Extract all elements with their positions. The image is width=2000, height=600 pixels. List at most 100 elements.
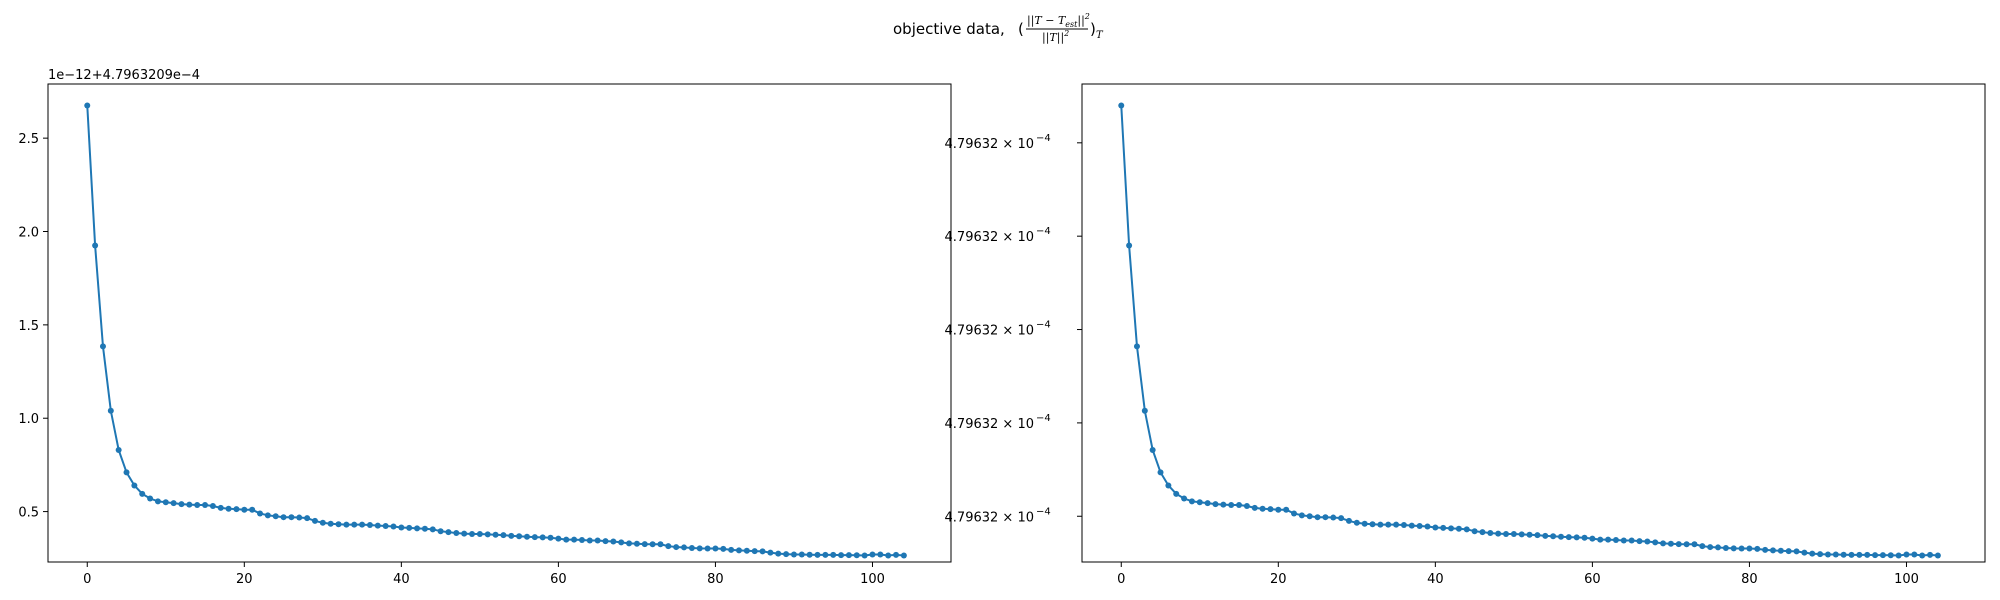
- data-point: [1212, 501, 1219, 508]
- data-point: [649, 541, 656, 548]
- data-point: [626, 540, 633, 547]
- data-point: [1518, 531, 1525, 538]
- data-point: [1259, 505, 1266, 512]
- data-point: [421, 525, 428, 532]
- data-point: [712, 545, 719, 552]
- data-point: [1267, 506, 1274, 513]
- data-point: [1801, 549, 1808, 556]
- data-point: [311, 517, 318, 524]
- data-point: [814, 551, 821, 558]
- data-point: [351, 521, 358, 528]
- data-point: [1809, 550, 1816, 557]
- data-point: [633, 540, 640, 547]
- y-tick-label: 4.79632 × 10: [945, 324, 1034, 339]
- data-point: [1479, 529, 1486, 536]
- data-point: [484, 531, 491, 538]
- data-point: [1251, 504, 1258, 511]
- series-line: [86, 105, 904, 557]
- data-point: [319, 519, 326, 526]
- data-point: [1338, 515, 1345, 522]
- data-point: [1746, 545, 1753, 552]
- data-point: [767, 549, 774, 556]
- y-tick-label: 2.0: [18, 226, 39, 241]
- data-point: [602, 538, 609, 545]
- data-point: [1840, 551, 1847, 558]
- y-tick-label: 1.5: [18, 319, 39, 334]
- data-point: [1864, 551, 1871, 558]
- data-point: [1730, 545, 1737, 552]
- y-tick-label: 4.79632 × 10: [945, 510, 1034, 525]
- title-denominator: ||T||2: [1042, 29, 1069, 45]
- x-tick-label: 20: [1270, 572, 1287, 587]
- y-tick-label-exponent: −4: [1036, 320, 1051, 331]
- data-point: [1691, 541, 1698, 548]
- y-tick-label: 0.5: [18, 506, 39, 521]
- data-point: [861, 552, 868, 559]
- data-point: [92, 242, 99, 249]
- data-point: [1573, 534, 1580, 541]
- data-point: [1298, 512, 1305, 519]
- data-point: [1369, 521, 1376, 528]
- data-point: [1762, 546, 1769, 553]
- data-point: [1675, 541, 1682, 548]
- data-point: [586, 537, 593, 544]
- data-point: [1903, 551, 1910, 558]
- data-point: [1455, 525, 1462, 532]
- data-point: [217, 504, 224, 511]
- data-point: [783, 551, 790, 558]
- data-point: [1895, 552, 1902, 559]
- data-point: [657, 541, 664, 548]
- data-point: [1628, 537, 1635, 544]
- data-point: [853, 552, 860, 559]
- data-point: [1126, 242, 1133, 249]
- data-point: [1314, 514, 1321, 521]
- data-point: [445, 529, 452, 536]
- data-point: [751, 548, 758, 555]
- data-point: [618, 539, 625, 546]
- data-point: [641, 541, 648, 548]
- data-point: [1440, 524, 1447, 531]
- data-point: [1275, 506, 1282, 513]
- left-chart: 0 20 40 60 80 100 0.5 1.0 1.5 2.0 2.5 1e−12+4.79632…: [18, 68, 952, 587]
- data-point: [1817, 551, 1824, 558]
- data-point: [107, 407, 114, 414]
- data-point: [209, 502, 216, 509]
- data-point: [1133, 343, 1140, 350]
- data-point: [696, 545, 703, 552]
- title-numerator-superscript: 2: [1084, 12, 1090, 21]
- data-point: [1856, 551, 1863, 558]
- title-denominator-superscript: 2: [1063, 29, 1069, 38]
- data-point: [1777, 547, 1784, 554]
- data-point: [264, 512, 271, 519]
- data-point: [1660, 540, 1667, 547]
- figure-title: objective data, (||T − Test||2||T||2) T: [893, 12, 1104, 45]
- data-point: [476, 530, 483, 537]
- figure-title-text: objective data,: [893, 20, 1005, 38]
- data-point: [1306, 513, 1313, 520]
- data-point: [845, 552, 852, 559]
- y-tick-label-exponent: −4: [1036, 226, 1051, 237]
- data-point: [1330, 514, 1337, 521]
- y-tick-label: 4.79632 × 10: [945, 137, 1034, 152]
- axes-frame: [47, 83, 952, 563]
- data-point: [1919, 552, 1926, 559]
- data-point: [414, 525, 421, 532]
- data-point: [170, 500, 177, 507]
- data-point: [492, 531, 499, 538]
- data-point: [523, 533, 530, 540]
- data-point: [1141, 407, 1148, 414]
- y-tick-label: 4.79632 × 10: [945, 230, 1034, 245]
- data-point: [1707, 544, 1714, 551]
- data-point: [233, 506, 240, 513]
- data-point: [1793, 548, 1800, 555]
- data-point: [775, 550, 782, 557]
- data-point: [1173, 490, 1180, 497]
- data-point: [1612, 536, 1619, 543]
- title-numerator-close: ||: [1077, 14, 1084, 28]
- data-point: [1738, 545, 1745, 552]
- data-point: [1667, 540, 1674, 547]
- data-point: [1879, 552, 1886, 559]
- data-point: [343, 521, 350, 528]
